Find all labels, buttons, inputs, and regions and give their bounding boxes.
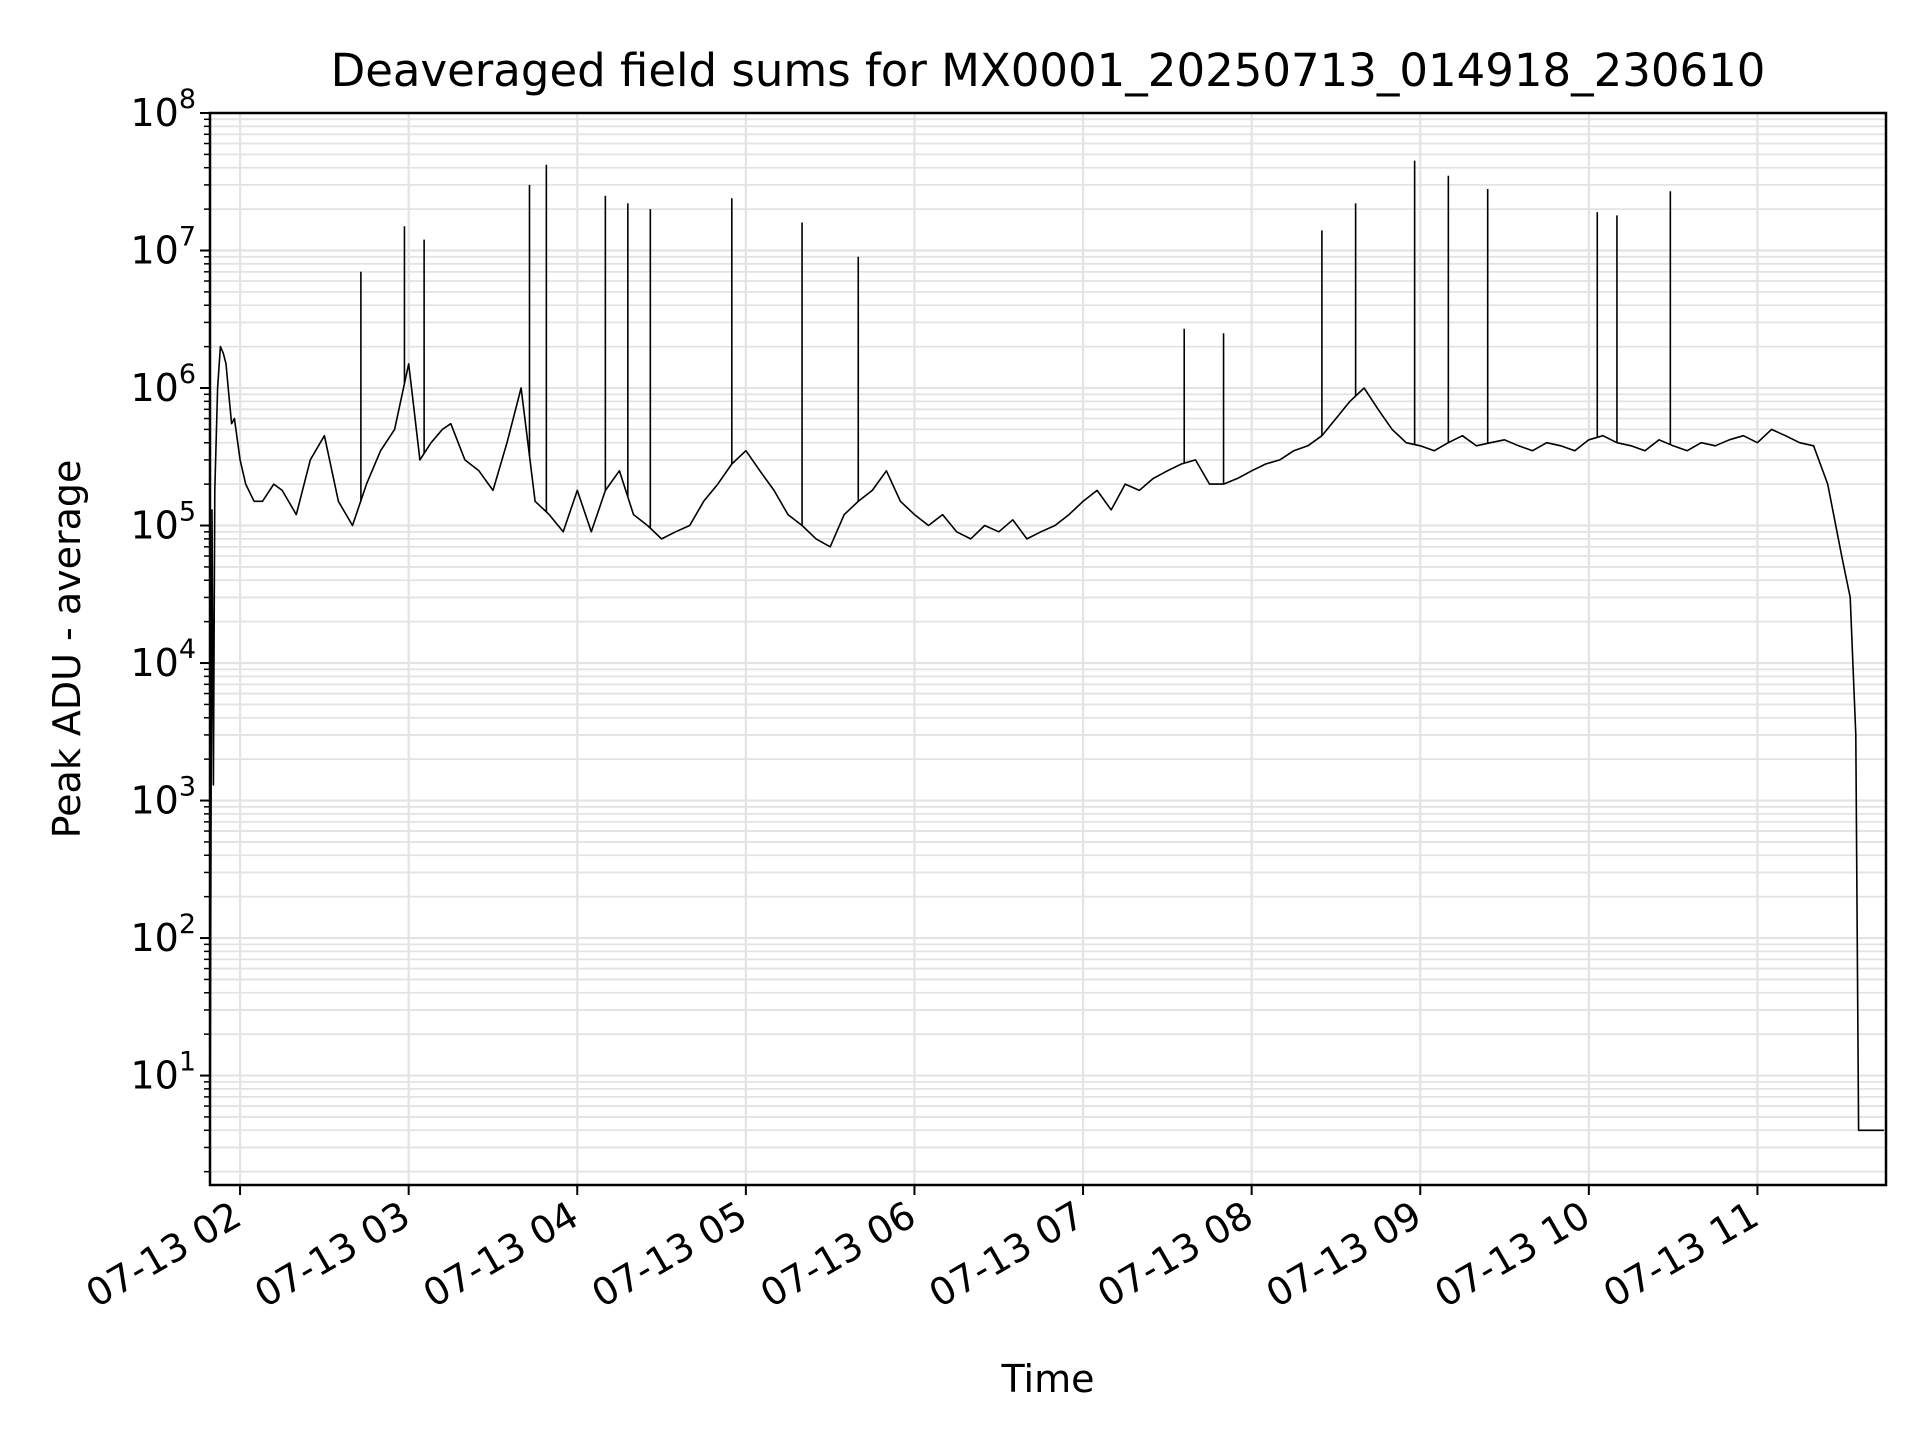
y-tick-label: 107 <box>130 222 196 273</box>
y-tick-label: 102 <box>130 909 196 960</box>
x-axis-label: Time <box>1001 1357 1095 1401</box>
axes-frame <box>208 111 1888 1187</box>
plot-area <box>210 160 1884 1172</box>
y-tick-label: 106 <box>130 359 196 410</box>
y-tick-label: 104 <box>130 634 196 685</box>
grid <box>210 111 1886 1185</box>
series-line <box>210 345 1884 1172</box>
chart-title: Deaveraged field sums for MX0001_2025071… <box>331 44 1766 97</box>
y-tick-label: 103 <box>130 772 196 823</box>
y-tick-label: 101 <box>130 1047 196 1098</box>
y-axis-label: Peak ADU - average <box>45 460 89 839</box>
y-axis: 101 102 103 104 105 106 107 108 <box>130 84 210 1173</box>
y-tick-label: 105 <box>130 497 196 548</box>
y-tick-label: 108 <box>130 84 196 135</box>
